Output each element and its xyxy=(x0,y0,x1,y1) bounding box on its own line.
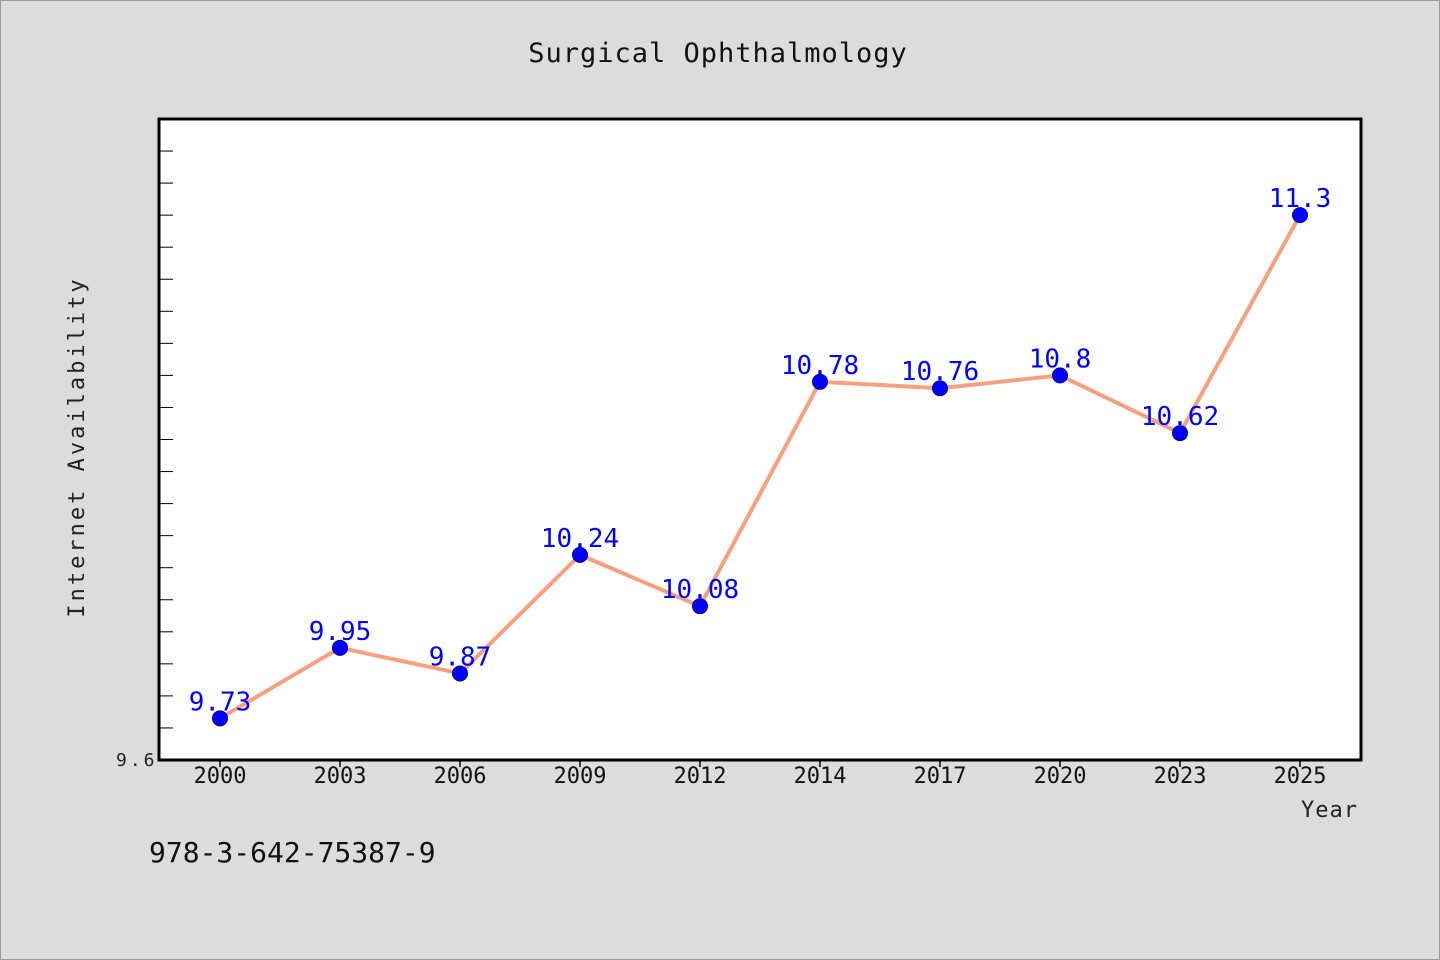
data-label: 10.76 xyxy=(901,357,979,387)
data-label: 9.95 xyxy=(309,617,372,647)
x-tick-label: 2006 xyxy=(434,764,487,789)
y-axis-label: Internet Availability xyxy=(65,276,90,617)
x-tick-label: 2020 xyxy=(1034,764,1087,789)
data-label: 10.24 xyxy=(541,524,619,554)
x-tick-label: 2000 xyxy=(194,764,247,789)
x-tick-label: 2014 xyxy=(794,764,847,789)
data-label: 9.73 xyxy=(189,687,252,717)
line-chart: Surgical Ophthalmology 9.6 2000200320062… xyxy=(0,0,1440,960)
x-tick-label: 2009 xyxy=(554,764,607,789)
x-tick-label: 2017 xyxy=(914,764,967,789)
data-label: 11.3 xyxy=(1269,184,1332,214)
x-tick-label: 2012 xyxy=(674,764,727,789)
data-label: 10.78 xyxy=(781,351,859,381)
x-tick-label: 2003 xyxy=(314,764,367,789)
x-axis-tick-labels: 2000 2003 2006 2009 2012 2014 2017 2020 2023 2025 xyxy=(194,764,1327,789)
x-tick-label: 2025 xyxy=(1274,764,1327,789)
chart-title: Surgical Ophthalmology xyxy=(528,38,908,69)
data-label: 10.8 xyxy=(1029,344,1092,374)
x-axis-label: Year xyxy=(1301,798,1358,823)
data-label: 10.62 xyxy=(1141,402,1219,432)
data-label: 10.08 xyxy=(661,575,739,605)
y-tick-label: 9.6 xyxy=(116,750,158,771)
data-label: 9.87 xyxy=(429,642,492,672)
footer-text: 978-3-642-75387-9 xyxy=(149,836,436,869)
x-tick-label: 2023 xyxy=(1154,764,1207,789)
